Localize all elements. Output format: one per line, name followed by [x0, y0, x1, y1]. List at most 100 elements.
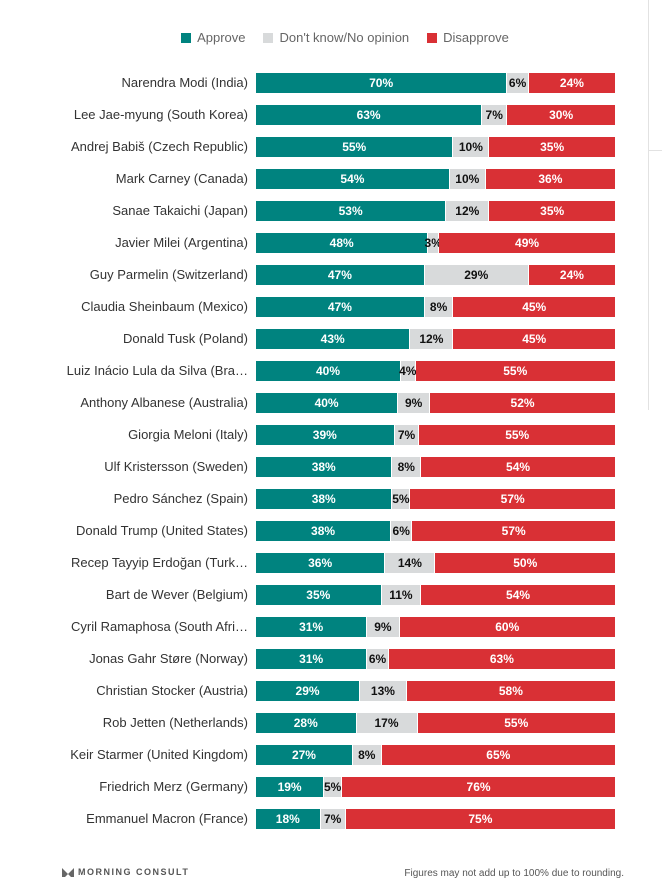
bar-segment-disapprove: 45%: [453, 329, 615, 349]
bar-segment-approve: 29%: [256, 681, 361, 701]
bar-segment-disapprove: 55%: [417, 713, 615, 733]
bar-segment-no-opinion: 3%: [425, 233, 442, 253]
chart-row: Recep Tayyip Erdoğan (Turk… 36% 14% 50%: [0, 553, 662, 573]
bar-segment-no-opinion: 8%: [424, 297, 454, 317]
stacked-bar: 38% 8% 54%: [256, 457, 615, 477]
chart-row: Lee Jae-myung (South Korea) 63% 7% 30%: [0, 105, 662, 125]
logo-text: MORNING CONSULT: [78, 867, 190, 877]
chart-row: Friedrich Merz (Germany) 19% 5% 76%: [0, 777, 662, 797]
category-label: Recep Tayyip Erdoğan (Turk…: [70, 555, 248, 570]
bar-segment-disapprove: 58%: [406, 681, 615, 701]
legend: Approve Don't know/No opinion Disapprove: [0, 30, 662, 45]
stacked-bar: 47% 8% 45%: [256, 297, 615, 317]
stacked-bar: 31% 6% 63%: [256, 649, 615, 669]
legend-label: Disapprove: [443, 30, 509, 45]
stacked-bar: 27% 8% 65%: [256, 745, 615, 765]
chart-row: Anthony Albanese (Australia) 40% 9% 52%: [0, 393, 662, 413]
bar-segment-no-opinion: 7%: [482, 105, 508, 125]
category-label: Lee Jae-myung (South Korea): [73, 107, 248, 122]
bar-segment-disapprove: 35%: [489, 137, 615, 157]
bar-segment-approve: 28%: [256, 713, 357, 733]
bar-segment-no-opinion: 5%: [324, 777, 343, 797]
chart-row: Jonas Gahr Støre (Norway) 31% 6% 63%: [0, 649, 662, 669]
chart-row: Andrej Babiš (Czech Republic) 55% 10% 35%: [0, 137, 662, 157]
bar-segment-disapprove: 30%: [507, 105, 615, 125]
stacked-bar: 19% 5% 76%: [256, 777, 615, 797]
stacked-bar: 48% 3% 49%: [256, 233, 615, 253]
chart-row: Narendra Modi (India) 70% 6% 24%: [0, 73, 662, 93]
category-label: Mark Carney (Canada): [115, 171, 248, 186]
frame-border: [648, 0, 649, 410]
bar-segment-no-opinion: 10%: [453, 137, 490, 157]
bar-segment-disapprove: 65%: [381, 745, 615, 765]
morning-consult-logo-icon: [62, 867, 74, 877]
bar-segment-approve: 19%: [256, 777, 325, 797]
bar-segment-approve: 55%: [256, 137, 454, 157]
chart-row: Guy Parmelin (Switzerland) 47% 29% 24%: [0, 265, 662, 285]
stacked-bar: 35% 11% 54%: [256, 585, 615, 605]
bar-segment-approve: 40%: [256, 393, 399, 413]
category-label: Claudia Sheinbaum (Mexico): [81, 299, 248, 314]
bar-segment-no-opinion: 7%: [394, 425, 420, 445]
bar-segment-approve: 53%: [256, 201, 447, 221]
bar-segment-disapprove: 24%: [528, 265, 615, 285]
category-label: Narendra Modi (India): [121, 75, 248, 90]
bar-segment-disapprove: 63%: [388, 649, 615, 669]
bar-segment-disapprove: 52%: [430, 393, 615, 413]
stacked-bar: 31% 9% 60%: [256, 617, 615, 637]
stacked-bar: 53% 12% 35%: [256, 201, 615, 221]
bar-segment-disapprove: 60%: [399, 617, 615, 637]
category-label: Andrej Babiš (Czech Republic): [70, 139, 248, 154]
bar-segment-no-opinion: 6%: [507, 73, 529, 93]
chart-row: Christian Stocker (Austria) 29% 13% 58%: [0, 681, 662, 701]
chart-row: Donald Tusk (Poland) 43% 12% 45%: [0, 329, 662, 349]
bar-segment-no-opinion: 13%: [360, 681, 407, 701]
stacked-bar: 55% 10% 35%: [256, 137, 615, 157]
category-label: Anthony Albanese (Australia): [80, 395, 248, 410]
category-label: Guy Parmelin (Switzerland): [89, 267, 248, 282]
legend-swatch: [263, 32, 274, 43]
chart-row: Sanae Takaichi (Japan) 53% 12% 35%: [0, 201, 662, 221]
stacked-bar: 38% 5% 57%: [256, 489, 615, 509]
bar-segment-approve: 48%: [256, 233, 429, 253]
bar-segment-approve: 31%: [256, 617, 368, 637]
bar-segment-approve: 54%: [256, 169, 450, 189]
chart-row: Emmanuel Macron (France) 18% 7% 75%: [0, 809, 662, 829]
category-label: Rob Jetten (Netherlands): [102, 715, 248, 730]
bar-segment-disapprove: 36%: [485, 169, 615, 189]
bar-segment-no-opinion: 5%: [392, 489, 411, 509]
category-label: Giorgia Meloni (Italy): [128, 427, 248, 442]
chart-row: Claudia Sheinbaum (Mexico) 47% 8% 45%: [0, 297, 662, 317]
stacked-bar: 18% 7% 75%: [256, 809, 615, 829]
stacked-bar: 43% 12% 45%: [256, 329, 615, 349]
bar-segment-approve: 35%: [256, 585, 382, 605]
bar-segment-approve: 43%: [256, 329, 411, 349]
bar-segment-approve: 27%: [256, 745, 353, 765]
bar-segment-no-opinion: 12%: [446, 201, 490, 221]
stacked-bar: 54% 10% 36%: [256, 169, 615, 189]
category-label: Donald Tusk (Poland): [122, 331, 248, 346]
chart-row: Bart de Wever (Belgium) 35% 11% 54%: [0, 585, 662, 605]
chart-row: Rob Jetten (Netherlands) 28% 17% 55%: [0, 713, 662, 733]
bar-segment-approve: 38%: [256, 521, 392, 541]
category-label: Cyril Ramaphosa (South Afri…: [70, 619, 248, 634]
bar-segment-no-opinion: 8%: [352, 745, 382, 765]
bar-segment-no-opinion: 6%: [367, 649, 389, 669]
category-label: Sanae Takaichi (Japan): [112, 203, 248, 218]
bar-segment-no-opinion: 12%: [410, 329, 454, 349]
category-label: Keir Starmer (United Kingdom): [70, 747, 248, 762]
legend-swatch: [181, 32, 192, 43]
chart-row: Luiz Inácio Lula da Silva (Bra… 40% 4% 55%: [0, 361, 662, 381]
bar-segment-no-opinion: 10%: [449, 169, 486, 189]
bar-segment-no-opinion: 14%: [385, 553, 436, 573]
chart-row: Giorgia Meloni (Italy) 39% 7% 55%: [0, 425, 662, 445]
chart-row: Pedro Sánchez (Spain) 38% 5% 57%: [0, 489, 662, 509]
bar-segment-approve: 47%: [256, 297, 425, 317]
footnote: Figures may not add up to 100% due to ro…: [404, 868, 624, 879]
legend-approve: Approve: [181, 30, 245, 45]
bar-segment-no-opinion: 17%: [356, 713, 418, 733]
category-label: Luiz Inácio Lula da Silva (Bra…: [66, 363, 248, 378]
bar-segment-no-opinion: 7%: [320, 809, 346, 829]
legend-disapprove: Disapprove: [427, 30, 509, 45]
bar-segment-approve: 63%: [256, 105, 483, 125]
